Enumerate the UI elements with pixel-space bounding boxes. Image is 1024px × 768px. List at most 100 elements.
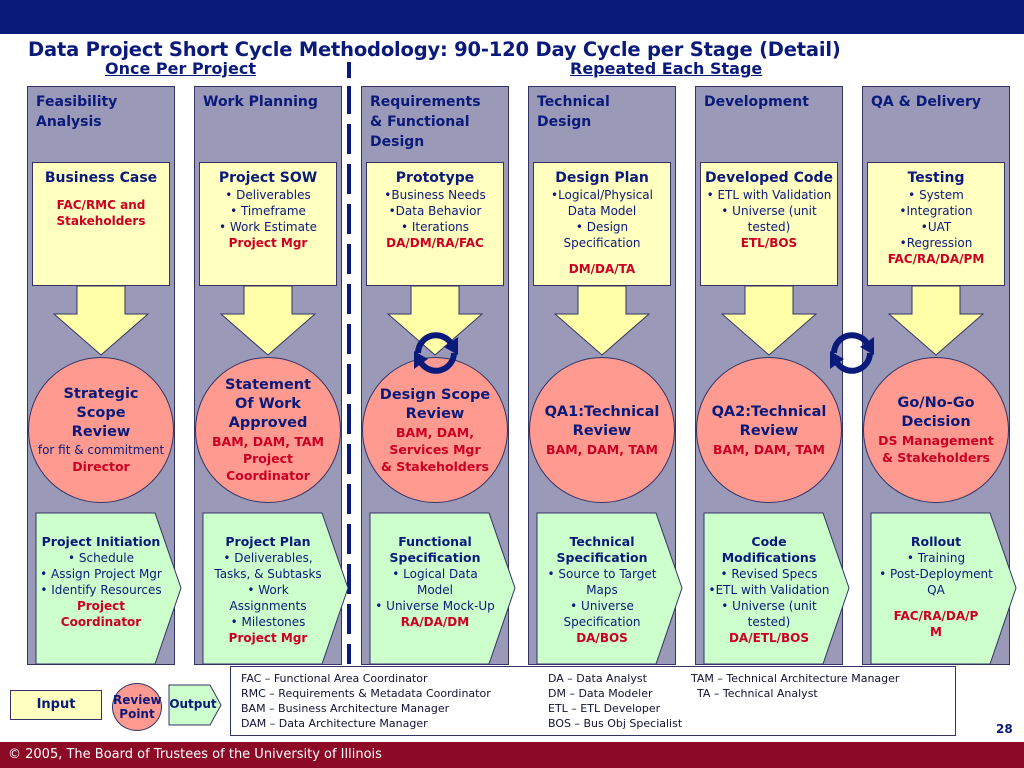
key-input-box: Input xyxy=(10,690,102,720)
spacer xyxy=(537,251,667,261)
output-detail: • Milestones xyxy=(230,615,306,629)
output-text: Rollout • Training • Post-Deployment QA FAC/… xyxy=(872,534,1000,640)
legend-entry: DM – Data Modeler xyxy=(548,687,653,700)
input-detail: •Logical/Physical xyxy=(551,188,653,202)
input-box: Design Plan •Logical/Physical Data Model • … xyxy=(533,162,671,286)
legend-entry: BAM – Business Architecture Manager xyxy=(241,702,450,715)
output-detail: Tasks, & Subtasks xyxy=(214,567,322,581)
output-shape xyxy=(35,512,182,665)
legend-entry: TAM – Technical Architecture Manager xyxy=(691,672,900,685)
down-arrow-icon xyxy=(387,286,483,356)
divider-segment xyxy=(347,284,351,314)
output-heading: Specification xyxy=(389,550,481,565)
input-detail: • ETL with Validation xyxy=(706,188,832,202)
divider-segment xyxy=(347,86,351,114)
legend-entry: RMC – Requirements & Metadata Coordinato… xyxy=(241,687,491,700)
review-point-circle: Strategic Scope Review for fit & commitment… xyxy=(28,357,174,503)
stage-title: QA & Delivery xyxy=(871,92,981,112)
output-detail: • Universe xyxy=(570,599,634,613)
divider-segment xyxy=(347,604,351,634)
divider-segment xyxy=(347,644,351,664)
review-heading: Review xyxy=(739,422,799,439)
stage-title-line: Design xyxy=(370,134,425,150)
output-detail: QA xyxy=(927,583,945,597)
input-box: Prototype •Business Needs •Data Behavior • … xyxy=(366,162,504,286)
review-heading: Review xyxy=(572,422,632,439)
output-detail: Assignments xyxy=(229,599,307,613)
legend-entry: DAM – Data Architecture Manager xyxy=(241,717,428,730)
input-detail: • Work Estimate xyxy=(218,220,318,234)
stage-title-line: & Functional xyxy=(370,114,470,130)
review-owner: DS Management xyxy=(878,433,994,448)
output-detail: • Logical Data xyxy=(392,567,478,581)
stage-title-line: Development xyxy=(704,94,809,110)
divider-segment xyxy=(347,484,351,514)
output-heading: Specification xyxy=(556,550,648,565)
input-owner: DA/DM/RA/FAC xyxy=(386,236,484,250)
divider-segment xyxy=(347,404,351,434)
output-detail: • Identify Resources xyxy=(40,583,162,597)
output-detail: • Post-Deployment xyxy=(879,567,993,581)
review-heading: Strategic xyxy=(63,386,139,402)
subtitle-once-per-project: Once Per Project xyxy=(105,59,257,78)
cycle-arrows-icon xyxy=(830,332,874,374)
input-box: Business Case FAC/RMC and Stakeholders xyxy=(32,162,170,286)
output-heading: Project Initiation xyxy=(41,534,161,549)
output-heading: Code xyxy=(751,534,787,549)
down-arrow-icon xyxy=(53,286,149,356)
output-detail: Maps xyxy=(586,583,618,597)
key-review-label: Point xyxy=(119,707,155,721)
down-arrow-icon xyxy=(554,286,650,356)
cycle-arrows-icon xyxy=(414,332,458,374)
output-detail: • Schedule xyxy=(67,551,135,565)
input-detail: • Universe (unit tested) xyxy=(721,204,817,234)
footer-bar: © 2005, The Board of Trustees of the Uni… xyxy=(0,742,1024,768)
input-detail: •Regression xyxy=(899,236,973,250)
input-detail: •Integration xyxy=(899,204,973,218)
output-owner: M xyxy=(930,625,942,639)
input-detail: •Business Needs xyxy=(384,188,486,202)
divider-segment xyxy=(347,204,351,234)
review-heading: Review xyxy=(71,424,131,440)
input-owner: ETL/BOS xyxy=(740,236,798,250)
input-box: Testing • System •Integration •UAT •Regressi… xyxy=(867,162,1005,286)
key-review-point-circle: Review Point xyxy=(112,683,162,731)
review-heading: Of Work xyxy=(235,396,301,412)
output-owner: DA/ETL/BOS xyxy=(728,631,810,645)
input-detail: Data Model xyxy=(567,204,637,218)
output-shape xyxy=(536,512,683,665)
legend-column-technical: TAM – Technical Architecture Manager TA … xyxy=(691,671,899,701)
divider-segment xyxy=(347,124,351,154)
output-text: Project Plan • Deliverables, Tasks, & Subt… xyxy=(204,534,332,646)
input-heading: Business Case xyxy=(44,170,158,186)
output-detail: Model xyxy=(416,583,454,597)
input-box: Project SOW • Deliverables • Timeframe • Wo… xyxy=(199,162,337,286)
review-owner: & Stakeholders xyxy=(882,450,990,465)
input-detail: • Iterations xyxy=(400,220,470,234)
input-owner: DM/DA/TA xyxy=(568,262,636,276)
output-owner: RA/DA/DM xyxy=(400,615,470,629)
spacer xyxy=(872,598,1000,608)
stage-title-line: Technical xyxy=(537,94,610,110)
input-detail: • Timeframe xyxy=(230,204,306,218)
review-point-circle: QA2:Technical Review BAM, DAM, TAM xyxy=(696,357,842,503)
divider-segment xyxy=(347,444,351,474)
top-banner xyxy=(0,0,1024,34)
output-heading: Rollout xyxy=(910,534,962,549)
output-shape xyxy=(703,512,850,665)
review-heading: QA1:Technical xyxy=(544,403,660,420)
review-heading: Statement xyxy=(224,377,312,393)
stage-title-line: Design xyxy=(537,114,592,130)
output-owner: Project xyxy=(76,599,126,613)
divider-segment xyxy=(347,564,351,594)
input-detail: •Data Behavior xyxy=(388,204,482,218)
output-shape xyxy=(202,512,349,665)
divider-segment xyxy=(347,364,351,394)
stage-title-line: Requirements xyxy=(370,94,481,110)
input-heading: Design Plan xyxy=(555,170,649,186)
stage-title-line: Analysis xyxy=(36,114,102,130)
output-heading: Functional xyxy=(398,534,472,549)
divider-segment xyxy=(347,164,351,194)
page-number: 28 xyxy=(996,722,1013,736)
output-shape xyxy=(870,512,1017,665)
